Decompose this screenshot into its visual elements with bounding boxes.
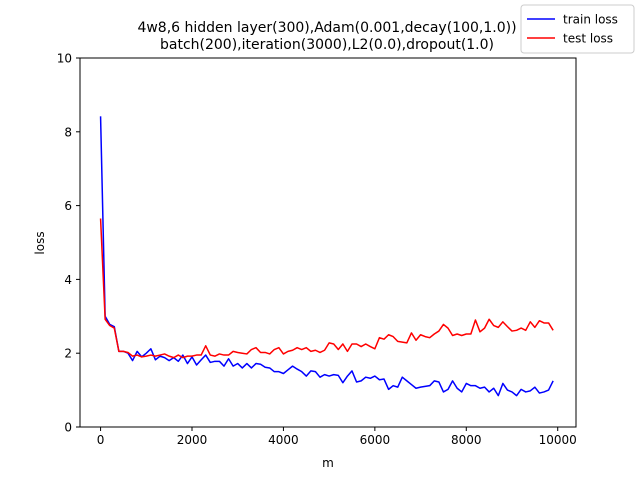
series-line-train-loss <box>99 116 554 397</box>
legend-label-train-loss: train loss <box>563 13 618 27</box>
y-tick-label: 6 <box>64 199 72 213</box>
legend-label-test-loss: test loss <box>563 32 613 46</box>
x-tick-label: 8000 <box>451 433 482 447</box>
series-layer <box>99 116 554 397</box>
axes-frame <box>79 57 577 428</box>
x-axis-label: m <box>322 456 334 470</box>
y-tick-label: 4 <box>64 273 72 287</box>
legend-box <box>520 4 635 54</box>
y-tick-label: 0 <box>64 421 72 435</box>
y-tick-label: 8 <box>64 125 72 139</box>
y-axis-label: loss <box>33 231 47 254</box>
y-tick-label: 10 <box>57 52 72 66</box>
chart-title-line1: 4w8,6 hidden layer(300),Adam(0.001,decay… <box>137 20 516 36</box>
x-tick-label: 0 <box>97 433 105 447</box>
y-axis-ticks: 0 2 4 6 8 10 <box>57 52 80 435</box>
x-tick-label: 10000 <box>539 433 577 447</box>
y-tick-label: 2 <box>64 347 72 361</box>
x-axis-ticks: 0 2000 4000 6000 8000 10000 <box>97 427 577 447</box>
x-tick-label: 6000 <box>360 433 391 447</box>
chart-title-line2: batch(200),iteration(3000),L2(0.0),dropo… <box>160 37 494 53</box>
legend: train loss test loss <box>520 4 635 54</box>
plot-area <box>80 58 576 427</box>
series-line-test-loss <box>99 218 554 359</box>
x-tick-label: 2000 <box>177 433 208 447</box>
x-tick-label: 4000 <box>268 433 299 447</box>
